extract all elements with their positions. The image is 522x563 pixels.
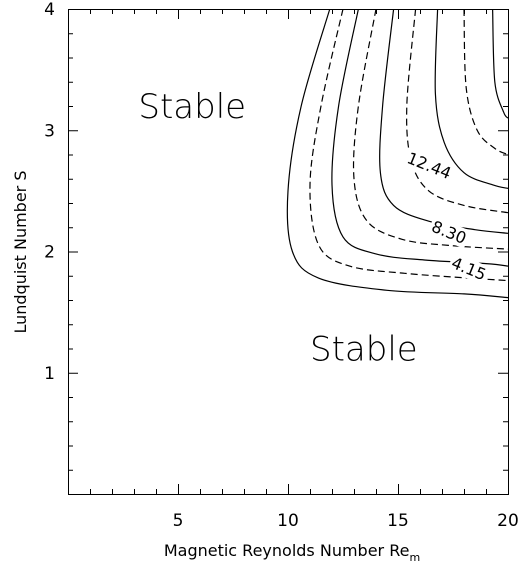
contour-line-5 — [379, 9, 508, 234]
contour-line-4 — [352, 9, 508, 250]
plot-frame — [68, 9, 509, 495]
contour-line-3 — [331, 9, 508, 267]
contour-label: 12.44 — [404, 148, 454, 183]
x-tick-label: 20 — [497, 511, 519, 531]
x-axis-title: Magnetic Reynolds Number Rem — [164, 541, 420, 563]
region-label-stable: Stable — [138, 87, 246, 127]
contour-label: 4.15 — [449, 253, 489, 284]
y-tick-label: 1 — [44, 364, 55, 384]
x-tick-label: 5 — [173, 511, 184, 531]
x-tick-label: 10 — [277, 511, 299, 531]
contour-lines — [286, 9, 508, 299]
y-tick-label: 4 — [44, 0, 55, 20]
y-axis-title: Lundquist Number S — [11, 170, 30, 333]
contour-line-8 — [463, 9, 508, 156]
contour-line-6 — [406, 9, 508, 214]
y-tick-label: 2 — [44, 243, 55, 263]
contour-label: 8.30 — [429, 217, 469, 248]
contour-label-background — [446, 252, 491, 285]
region-label-stable: Stable — [310, 330, 418, 370]
contour-line-2 — [309, 9, 508, 282]
contour-label-background — [427, 216, 471, 249]
contour-line-1 — [286, 9, 508, 299]
contour-line-7 — [434, 9, 508, 189]
x-tick-label: 15 — [387, 511, 409, 531]
y-tick-label: 3 — [44, 121, 55, 141]
axis-ticks — [68, 9, 508, 494]
axis-tick-labels: 5 10 15 20 1 2 3 4 — [44, 0, 519, 531]
chart-annotations: 4.15 8.30 12.44 Stable Stable — [138, 87, 491, 370]
contour-label-background — [402, 147, 456, 184]
contour-line-9 — [492, 9, 508, 119]
